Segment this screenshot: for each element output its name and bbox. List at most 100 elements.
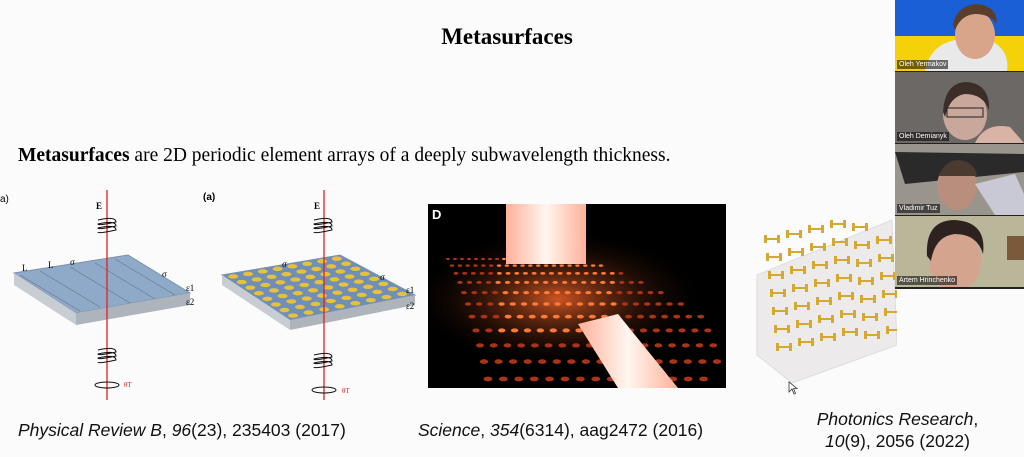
gold-disk — [347, 287, 358, 292]
nanopillar — [565, 302, 572, 306]
nanopillar — [514, 280, 520, 284]
nanopillar — [566, 272, 572, 275]
nanopillar — [677, 302, 684, 306]
label-L: L — [48, 260, 54, 270]
nanopillar — [449, 264, 455, 267]
nanopillar — [549, 328, 557, 333]
nanopillar — [697, 314, 705, 319]
nanopillar — [549, 272, 554, 275]
nanopillar — [560, 376, 570, 382]
nanopillar — [712, 359, 722, 364]
gold-disk — [286, 299, 297, 304]
label-eps1: ε1 — [186, 283, 194, 293]
nanopillar — [673, 314, 681, 319]
nanopillar — [638, 280, 644, 284]
gold-disk — [317, 259, 328, 264]
nanopillar — [554, 302, 561, 306]
nanopillar — [637, 290, 644, 295]
gold-disk — [284, 285, 295, 290]
nanopillar — [552, 280, 558, 284]
gold-disk — [365, 297, 376, 303]
nanopillar — [495, 280, 501, 284]
nanopillar — [575, 328, 583, 333]
nanopillar — [554, 290, 561, 295]
participant-name: Vladimir Tuz — [897, 204, 940, 213]
nanopillar — [666, 302, 673, 306]
label-E: E — [314, 201, 320, 211]
nanopillar — [536, 328, 545, 333]
nanopillar — [625, 314, 632, 319]
nanopillar — [575, 290, 581, 295]
participant-tile[interactable]: Artem Hrinchenko — [895, 216, 1024, 287]
gold-disk — [262, 296, 273, 302]
nanopillar — [644, 302, 651, 306]
h-resonator — [884, 308, 897, 316]
nanopillar — [520, 302, 528, 306]
nanopillar — [480, 314, 488, 319]
nanopillar — [498, 328, 506, 333]
label-theta: θT — [124, 381, 132, 389]
nanopillar — [552, 314, 560, 319]
body-rest: are 2D periodic element arrays of a deep… — [129, 145, 671, 166]
slide-body-text: Metasurfaces are 2D periodic element arr… — [18, 145, 670, 167]
journal: Physical Review B — [18, 420, 162, 440]
nanopillar — [601, 272, 607, 275]
gold-disk — [305, 274, 316, 280]
nanopillar — [464, 302, 472, 306]
gold-disk — [260, 282, 271, 288]
gold-disk — [302, 261, 313, 266]
nanopillar — [489, 343, 498, 348]
caption-prb: Physical Review B, 96(23), 235403 (2017) — [18, 420, 346, 440]
nanopillar — [492, 290, 499, 295]
participant-tile[interactable]: Vladimir Tuz — [895, 144, 1024, 215]
nanopillar — [626, 290, 633, 295]
nanopillar — [504, 264, 510, 267]
h-resonator — [798, 338, 814, 346]
gold-disk — [308, 288, 319, 293]
ref: (6314), aag2472 (2016) — [519, 420, 704, 440]
nanopillar — [460, 257, 464, 261]
nanopillar — [649, 314, 657, 319]
nanopillar — [661, 314, 669, 319]
nanopillar — [509, 302, 516, 306]
panel-label: D — [432, 207, 441, 222]
nanopillar — [657, 290, 664, 295]
nanopillar — [472, 328, 480, 333]
nanopillar — [583, 264, 588, 267]
nanopillar — [533, 280, 539, 284]
nanopillar — [502, 290, 509, 295]
participant-tile[interactable]: Oleh Yermakov — [895, 0, 1024, 71]
label-E: E — [96, 201, 102, 211]
figure-science-render: D — [428, 204, 726, 388]
nanopillar — [598, 264, 604, 267]
nanopillar — [590, 264, 596, 267]
nanopillar — [538, 359, 547, 364]
nanopillar — [485, 280, 492, 284]
nanopillar — [504, 314, 512, 319]
gold-disk — [268, 288, 279, 293]
nanopillar — [523, 280, 530, 284]
nanopillar — [609, 280, 616, 284]
nanopillar — [637, 314, 644, 319]
journal: Photonics Research — [816, 409, 974, 429]
h-resonator — [864, 331, 880, 339]
h-resonator — [840, 310, 856, 318]
label-sigma: σ — [162, 269, 167, 279]
h-resonator — [818, 315, 834, 323]
nanopillar — [704, 328, 712, 333]
nanopillar — [467, 257, 471, 261]
nanopillar — [468, 314, 476, 319]
gold-disk — [266, 274, 277, 280]
gold-disk — [325, 298, 336, 304]
gold-disk — [242, 271, 253, 277]
label-eps1: ε1 — [406, 285, 414, 295]
participant-tile[interactable]: Oleh Demianyk — [895, 72, 1024, 143]
nanopillar — [508, 359, 518, 364]
h-resonator — [830, 220, 846, 228]
h-resonator — [862, 313, 878, 321]
nanopillar — [557, 272, 563, 275]
nanopillar — [655, 302, 662, 306]
nanopillar — [571, 280, 577, 284]
h-resonator — [794, 302, 810, 310]
nanopillar — [498, 302, 505, 306]
